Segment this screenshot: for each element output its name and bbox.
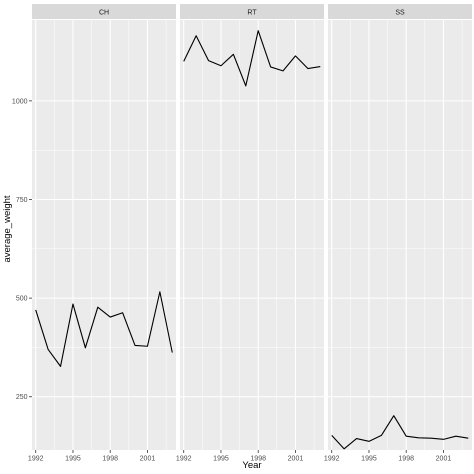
panel-background bbox=[180, 20, 324, 450]
x-tick-label: 1992 bbox=[28, 456, 44, 463]
x-axis-title: Year bbox=[242, 460, 261, 471]
x-axis-ch: 1992 1995 1998 2001 bbox=[28, 450, 155, 463]
strip-background bbox=[32, 4, 176, 19]
x-tick-label: 1998 bbox=[398, 456, 414, 463]
x-tick-label: 1995 bbox=[213, 456, 229, 463]
panel-background bbox=[32, 20, 176, 450]
x-tick-label: 2001 bbox=[436, 456, 452, 463]
y-tick-label: 250 bbox=[16, 394, 28, 401]
series-line-ch bbox=[35, 291, 173, 367]
y-axis-title: average_weight bbox=[2, 195, 13, 262]
x-tick-label: 1992 bbox=[176, 456, 192, 463]
y-axis: 250 500 750 1000 bbox=[12, 98, 32, 401]
x-tick-label: 1995 bbox=[65, 456, 81, 463]
strip-background bbox=[180, 4, 324, 19]
x-axis-rt: 1992 1995 1998 2001 bbox=[176, 450, 303, 463]
x-tick-label: 1998 bbox=[250, 456, 266, 463]
x-tick-label: 1992 bbox=[324, 456, 340, 463]
series-line-rt bbox=[183, 30, 321, 87]
x-tick-label: 1998 bbox=[102, 456, 118, 463]
panels-layer: CH RT SS bbox=[32, 4, 472, 450]
strip-label: CH bbox=[99, 10, 109, 17]
facet-panel-ch: CH bbox=[32, 4, 176, 450]
y-tick-label: 1000 bbox=[12, 98, 28, 105]
x-tick-label: 2001 bbox=[140, 456, 156, 463]
y-tick-label: 750 bbox=[16, 197, 28, 204]
x-axes: 1992 1995 1998 2001 1992 1995 1998 2001 1992 1995… bbox=[28, 450, 451, 463]
x-tick-label: 1995 bbox=[361, 456, 377, 463]
y-tick-label: 500 bbox=[16, 296, 28, 303]
panel-background bbox=[328, 20, 472, 450]
facet-panel-ss: SS bbox=[328, 4, 472, 450]
strip-label: SS bbox=[395, 10, 405, 17]
x-tick-label: 2001 bbox=[288, 456, 304, 463]
facet-panel-rt: RT bbox=[180, 4, 324, 450]
x-axis-ss: 1992 1995 1998 2001 bbox=[324, 450, 451, 463]
strip-label: RT bbox=[247, 10, 257, 17]
series-line-ss bbox=[331, 415, 469, 450]
strip-background bbox=[328, 4, 472, 19]
